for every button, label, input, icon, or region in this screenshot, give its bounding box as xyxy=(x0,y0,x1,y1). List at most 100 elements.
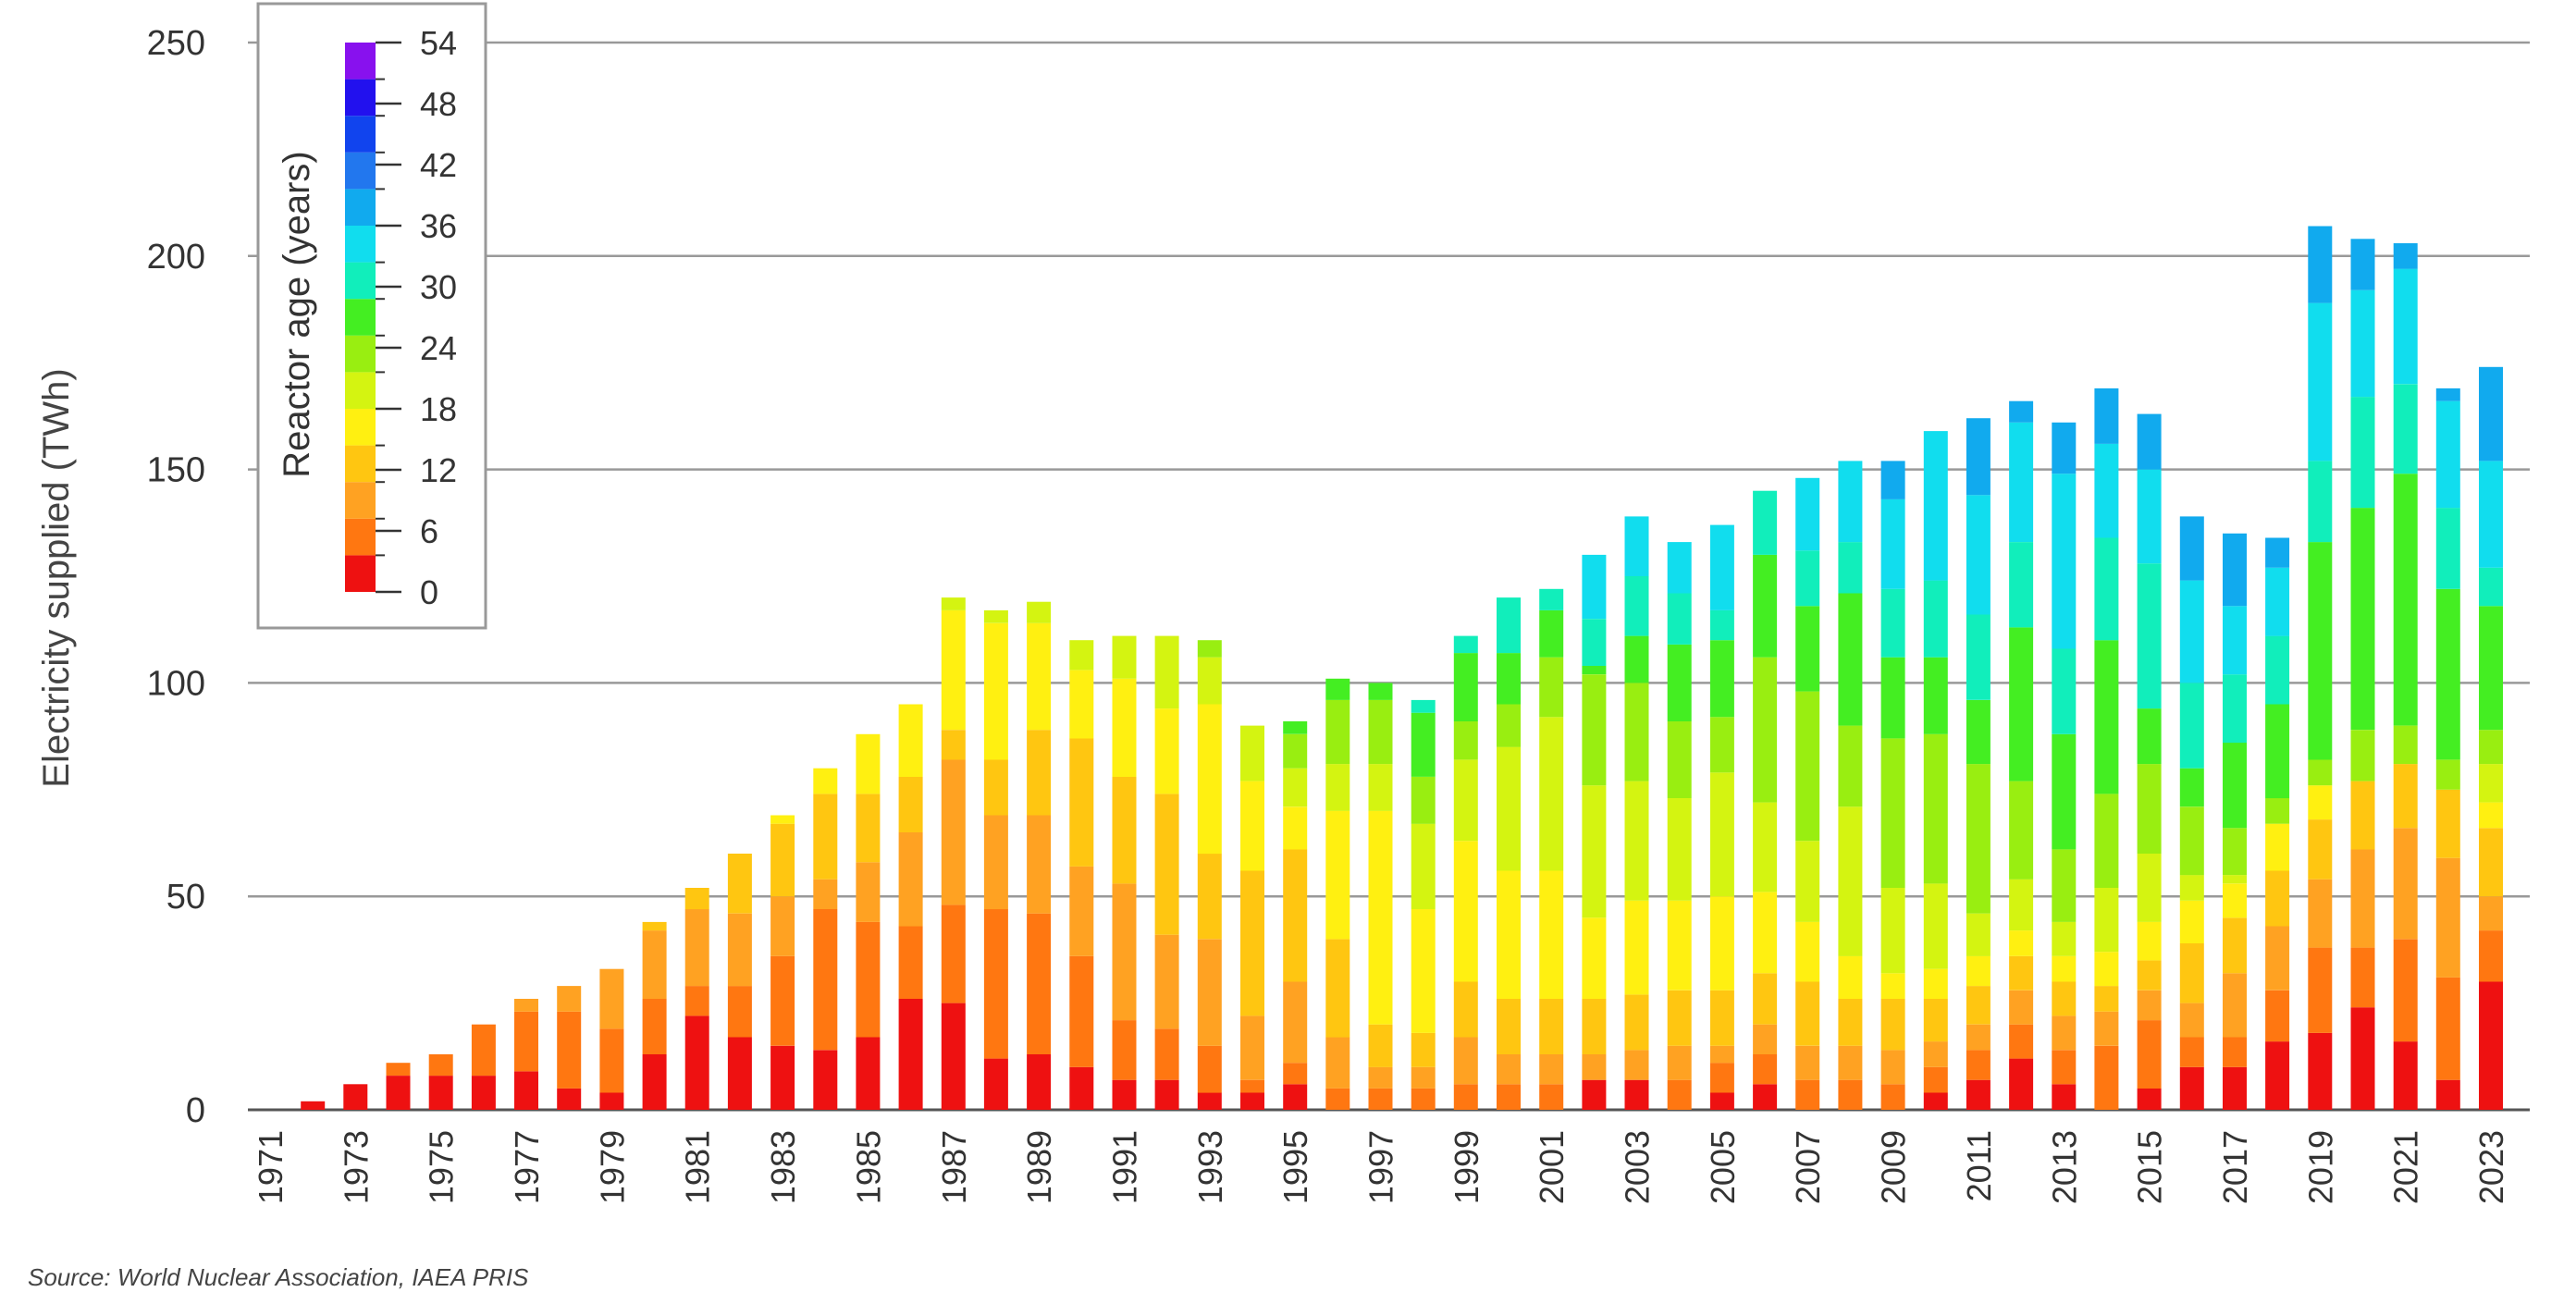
bar-segment xyxy=(1240,1079,1264,1093)
bar-segment xyxy=(2435,388,2460,401)
bar-segment xyxy=(2137,563,2162,709)
bar-segment xyxy=(2052,733,2077,850)
bar-segment xyxy=(2308,226,2333,303)
bar-segment xyxy=(642,1054,667,1110)
bar-segment xyxy=(1325,678,1350,700)
bar-segment xyxy=(1923,431,1948,581)
bar-segment xyxy=(684,888,709,910)
bar-segment xyxy=(2179,580,2204,683)
bar-segment xyxy=(1838,1045,1863,1080)
bar-segment xyxy=(2435,508,2460,589)
bar-segment xyxy=(1368,810,1393,1025)
bar-segment xyxy=(2094,794,2119,888)
bar-segment xyxy=(1795,981,1820,1046)
bar-segment xyxy=(1709,990,1734,1046)
bar-segment xyxy=(983,1058,1008,1110)
bar-segment xyxy=(1667,593,1692,645)
bar-segment xyxy=(428,1076,453,1110)
bar-segment xyxy=(1539,657,1564,718)
bar-segment xyxy=(898,832,923,927)
bar-segment xyxy=(2137,854,2162,922)
x-tick-label: 2005 xyxy=(1704,1130,1742,1204)
bar-segment xyxy=(1709,896,1734,991)
bar-segment xyxy=(1795,550,1820,607)
bar-segment xyxy=(1283,1084,1308,1110)
legend-swatch xyxy=(345,152,376,190)
bar-segment xyxy=(1283,768,1308,807)
bar-segment xyxy=(2052,422,2077,474)
bar-segment xyxy=(1497,1054,1521,1085)
bar-segment xyxy=(1411,1032,1436,1067)
x-tick-label: 1991 xyxy=(1106,1130,1144,1204)
bars xyxy=(301,226,2503,1110)
bar-segment xyxy=(856,862,881,922)
legend-tick-label: 30 xyxy=(420,268,457,306)
bar-segment xyxy=(2179,768,2204,807)
x-tick-label: 1983 xyxy=(764,1130,802,1204)
bar-segment xyxy=(1027,601,1052,623)
bar-segment xyxy=(2179,806,2204,876)
bar-segment xyxy=(1667,1045,1692,1080)
legend-tick-label: 12 xyxy=(420,451,457,489)
bar-segment xyxy=(1667,644,1692,721)
bar-segment xyxy=(1667,720,1692,798)
bar-segment xyxy=(2179,516,2204,581)
bar-segment xyxy=(2479,764,2503,803)
bar-segment xyxy=(1453,759,1478,842)
bar-segment xyxy=(1795,691,1820,842)
bar-segment xyxy=(1453,653,1478,721)
bar-segment xyxy=(2223,828,2247,876)
bar-segment xyxy=(1753,554,1778,658)
bar-segment xyxy=(813,879,838,909)
bar-segment xyxy=(1582,674,1607,786)
bar-segment xyxy=(2308,785,2333,820)
bar-segment xyxy=(983,609,1008,623)
bar-segment xyxy=(727,913,752,987)
bar-segment xyxy=(813,1050,838,1110)
bar-segment xyxy=(2308,819,2333,880)
bar-segment xyxy=(983,909,1008,1059)
bar-segment xyxy=(2308,947,2333,1033)
bar-segment xyxy=(1283,981,1308,1064)
bar-segment xyxy=(1283,720,1308,734)
bar-segment xyxy=(1966,418,1991,496)
x-tick-label: 2023 xyxy=(2472,1130,2510,1204)
bar-segment xyxy=(1497,870,1521,999)
bar-segment xyxy=(1325,699,1350,765)
bar-segment xyxy=(1624,576,1649,636)
x-tick-label: 1977 xyxy=(508,1130,546,1204)
bar-segment xyxy=(1539,717,1564,871)
bar-segment xyxy=(856,733,881,794)
bar-segment xyxy=(1197,704,1222,855)
x-tick-label: 2015 xyxy=(2131,1130,2169,1204)
bar-segment xyxy=(2009,400,2034,423)
bar-segment xyxy=(2009,930,2034,956)
bar-segment xyxy=(2179,943,2204,1003)
bar-segment xyxy=(1923,580,1948,658)
bar-segment xyxy=(1154,635,1179,709)
bar-segment xyxy=(1624,781,1649,901)
bar-segment xyxy=(1411,1066,1436,1089)
bar-segment xyxy=(1624,635,1649,683)
bar-segment xyxy=(2137,708,2162,765)
bar-segment xyxy=(514,1071,538,1110)
bar-segment xyxy=(2265,798,2290,824)
bar-segment xyxy=(1497,653,1521,705)
bar-segment xyxy=(1624,516,1649,576)
bar-segment xyxy=(684,986,709,1016)
bar-segment xyxy=(898,777,923,832)
bar-segment xyxy=(1624,1079,1649,1110)
bar-segment xyxy=(2223,973,2247,1038)
y-tick-label: 250 xyxy=(147,24,205,63)
bar-segment xyxy=(1923,657,1948,734)
legend-tick-label: 54 xyxy=(420,24,457,62)
source-note: Source: World Nuclear Association, IAEA … xyxy=(28,1263,529,1291)
x-tick-label: 1987 xyxy=(935,1130,973,1204)
bar-segment xyxy=(2265,823,2290,871)
legend-swatch xyxy=(345,555,376,592)
bar-segment xyxy=(2435,1079,2460,1110)
bar-segment xyxy=(813,768,838,794)
bar-segment xyxy=(941,597,966,610)
bar-segment xyxy=(1197,640,1222,658)
bar-segment xyxy=(941,609,966,731)
